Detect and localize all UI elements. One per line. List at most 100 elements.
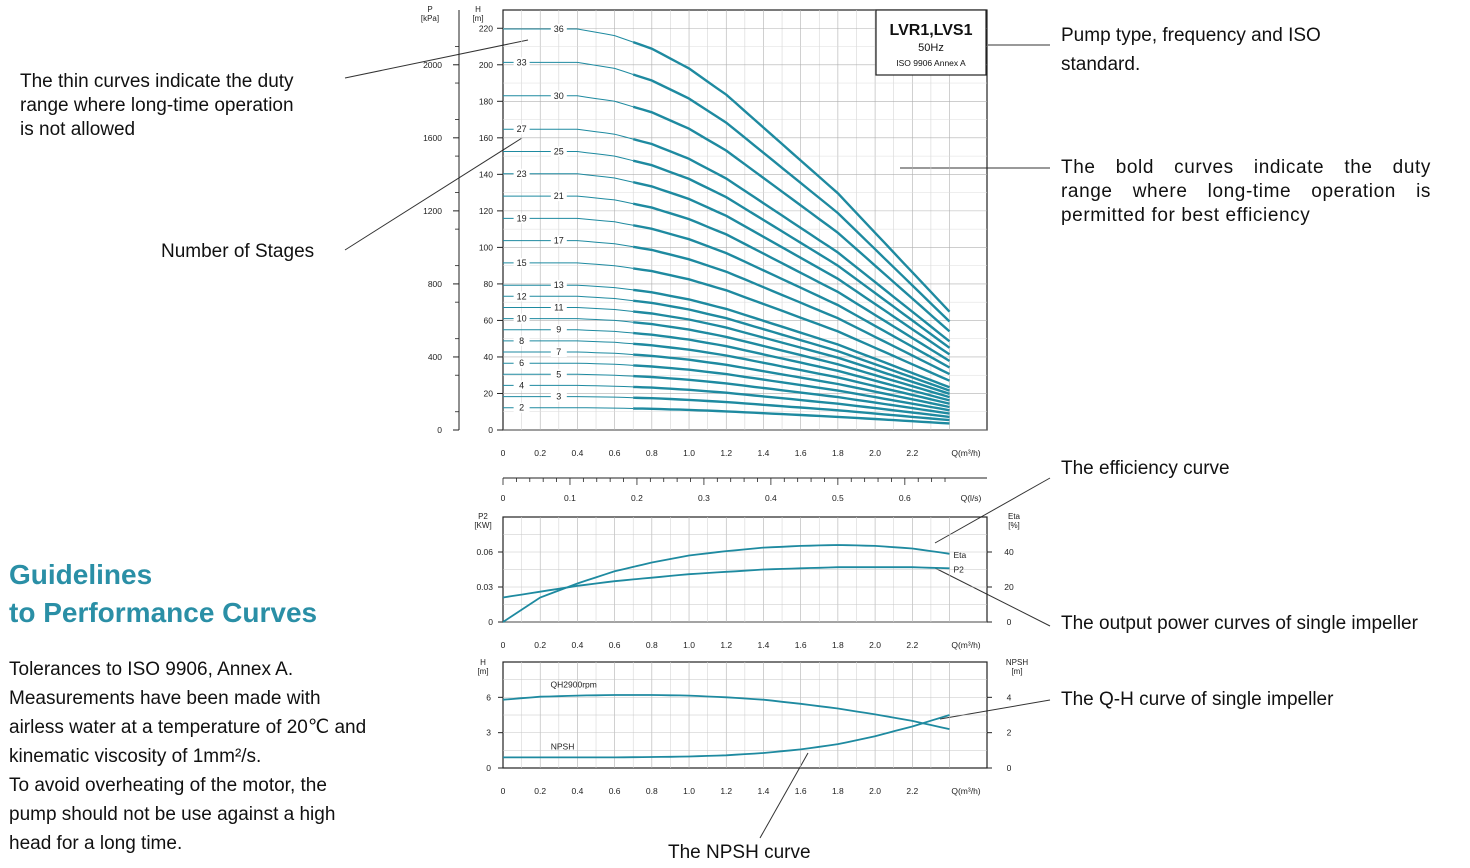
bot-xtick: 0.8 [646,786,658,796]
top-ylabel-0: H [475,5,481,14]
bot-ylabel2-1: [m] [1011,667,1022,676]
top-ytick: 60 [484,315,494,325]
bot-ylabel-0: H [480,658,486,667]
leader-efficiency [934,477,1051,544]
stage-curve-thin-11 [503,307,634,312]
stage-curve-thin-3 [503,396,634,399]
stage-curve-bold-27 [632,137,951,343]
top-xtick: 0 [501,448,506,458]
stage-curve-thin-7 [503,351,634,356]
series-label-p2: P2 [954,564,965,574]
stage-label-19: 19 [517,213,527,223]
stage-label-bg [513,402,530,413]
bot-ytick2: 4 [1007,692,1012,702]
stage-label-bg [513,291,530,302]
bot-ytick2: 2 [1007,728,1012,738]
stage-label-8: 8 [519,336,524,346]
bot-xtick: 1.2 [720,786,732,796]
stage-label-bg [550,146,567,157]
stage-label-bg [550,235,567,246]
stage-label-17: 17 [554,236,564,246]
stage-curve-thin-36 [503,28,634,43]
mid-xtick: Q(m³/h) [951,640,980,650]
stage-label-bg [513,168,530,179]
top-ylabel-1: [m] [472,14,483,23]
mid-xtick: 2.2 [906,640,918,650]
leader-output-power [934,567,1051,627]
top-kpa-tick: 800 [428,279,442,289]
top-kpa-tick: 1600 [423,133,442,143]
bot-xtick: 0.2 [534,786,546,796]
mid-ytick2: 40 [1004,547,1014,557]
stage-label-bg [513,257,530,268]
stage-curve-bold-33 [632,73,951,323]
mid-xtick: 2.0 [869,640,881,650]
top-xtick: 0.6 [609,448,621,458]
top-xtick: 2.0 [869,448,881,458]
top-ytick: 20 [484,388,494,398]
stage-curve-bold-8 [633,342,950,405]
top-kpa-tick: 1200 [423,206,442,216]
stage-curve-bold-5 [633,374,950,415]
leader-npsh [759,752,809,839]
bot-ytick: 3 [486,728,491,738]
stage-label-11: 11 [554,302,563,312]
stage-curve-thin-25 [503,151,634,162]
stage-label-15: 15 [517,258,527,268]
mid-xtick: 1.2 [720,640,732,650]
guidelines-title: Guidelines to Performance Curves [9,559,318,628]
bot-ytick: 6 [486,692,491,702]
annotation-bold-curves: The bold curves indicate the duty range … [1061,157,1431,226]
stage-label-bg [550,369,567,380]
top-ytick: 100 [479,242,493,252]
series-curve-npsh [503,714,950,759]
mid-lps-tick: 0.1 [564,493,576,503]
mid-lps-tick: 0.5 [832,493,844,503]
stage-label-5: 5 [556,369,561,379]
series-label-npsh: NPSH [551,741,575,751]
mid-xtick: 0.8 [646,640,658,650]
stage-curve-thin-30 [503,95,634,108]
annotation-efficiency: The efficiency curve [1061,458,1230,479]
top-xtick: Q(m³/h) [951,448,980,458]
top-ytick: 140 [479,169,493,179]
stage-curve-bold-11 [633,310,950,395]
stage-label-bg [513,335,530,346]
annotation-leader-lines [344,39,1051,839]
mid-ytick: 0 [488,617,493,627]
stage-curve-thin-17 [503,240,634,248]
series-label-eta: Eta [954,550,967,560]
bot-ytick: 0 [486,763,491,773]
series-label-qh2900rpm: QH2900rpm [551,680,597,690]
stage-curve-thin-9 [503,329,634,334]
top-xtick: 1.4 [758,448,770,458]
top-ytick: 160 [479,133,493,143]
mid-ylabel2-0: Eta [1008,512,1021,521]
stage-label-9: 9 [556,325,561,335]
pump-legend-box: LVR1,LVS1 50Hz ISO 9906 Annex A [875,9,987,76]
stage-label-2: 2 [519,403,524,413]
top-ytick: 40 [484,352,494,362]
stage-label-10: 10 [517,314,527,324]
mid-ytick2: 20 [1004,582,1014,592]
leader-stages [344,137,523,251]
top-xtick: 1.2 [720,448,732,458]
stage-curve-bold-10 [633,321,950,399]
top-xtick: 0.4 [572,448,584,458]
top-kpa-tick: 0 [437,425,442,435]
mid-xtick: 1.0 [683,640,695,650]
bot-xtick: 1.6 [795,786,807,796]
mid-lps-tick: 0.6 [899,493,911,503]
stage-curve-bold-19 [632,224,951,369]
guidelines-body: Tolerances to ISO 9906, Annex A. Measure… [9,659,367,854]
stage-label-bg [513,380,530,391]
stage-label-bg [550,191,567,202]
stage-label-bg [550,324,567,335]
bot-xtick: 0 [501,786,506,796]
bot-xtick: 1.0 [683,786,695,796]
top-xtick: 1.8 [832,448,844,458]
stage-curve-bold-12 [633,299,950,392]
annotation-stages: Number of Stages [161,241,315,262]
bot-xtick: 0.4 [572,786,584,796]
